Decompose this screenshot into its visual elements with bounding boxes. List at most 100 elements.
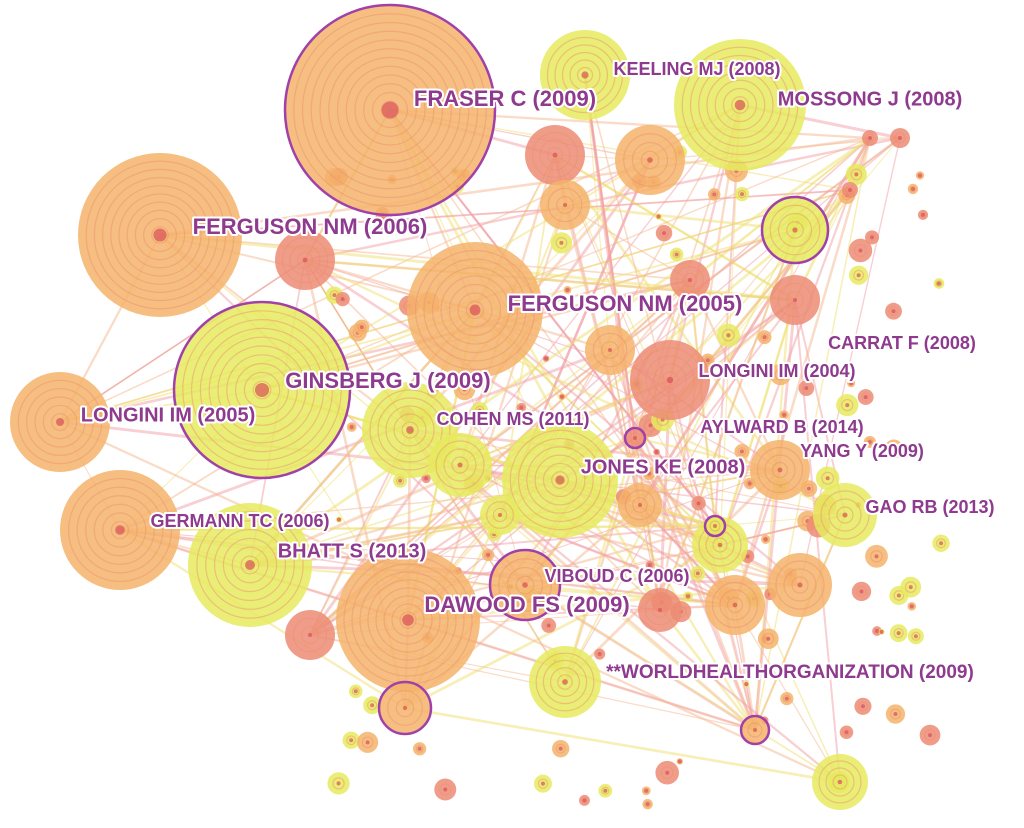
node-core (837, 779, 843, 785)
node-core (859, 589, 864, 594)
node-ring (760, 333, 769, 342)
node-ring (653, 363, 687, 397)
node-core (648, 423, 653, 428)
node-ring (240, 555, 260, 575)
node-core (424, 476, 429, 481)
node-ring (348, 423, 355, 431)
node-ring (506, 566, 544, 604)
edge (404, 706, 841, 784)
edge (261, 137, 871, 391)
node-ring (208, 336, 316, 444)
node-core (349, 738, 354, 743)
node-ring (42, 404, 78, 440)
node-ring (661, 371, 679, 389)
edge (563, 437, 637, 683)
node-ring (301, 626, 319, 644)
node-ring (395, 698, 415, 718)
edge (304, 258, 796, 302)
node-core (726, 333, 731, 338)
node-ring (226, 354, 298, 426)
node-ring (706, 71, 774, 139)
node-core (739, 449, 744, 454)
node-core (844, 730, 849, 735)
node-ring (698, 63, 782, 147)
node-core (353, 689, 358, 694)
node-core (559, 240, 564, 245)
node-ring (936, 538, 946, 549)
node-ring (709, 520, 721, 532)
node-ring (387, 690, 423, 726)
node-core (645, 802, 650, 807)
node-ring (631, 141, 669, 179)
node-ring (296, 251, 314, 269)
node-core (498, 513, 502, 517)
node-core (677, 759, 682, 764)
node-ring (498, 558, 552, 612)
node-ring (85, 160, 235, 310)
node-ring (549, 666, 580, 697)
node-ring (596, 650, 604, 658)
node-ring (547, 187, 583, 223)
edge (524, 584, 841, 783)
node-core (349, 425, 354, 430)
node-ring (518, 404, 525, 411)
node-ring (118, 193, 202, 277)
node-core (398, 478, 403, 483)
node-core (666, 376, 674, 384)
node-ring (351, 687, 360, 696)
node-core (153, 228, 167, 242)
node-ring (235, 363, 290, 418)
node-ring (747, 722, 763, 738)
node-ring (919, 211, 927, 219)
node-ring (694, 499, 703, 508)
node-core (777, 467, 783, 473)
node-core (845, 403, 850, 408)
node-core (558, 746, 563, 751)
node-core (917, 173, 922, 178)
node-label: YANG Y (2009) (800, 441, 924, 461)
node-core (849, 381, 854, 386)
node-ring (737, 447, 747, 456)
node-core (868, 136, 872, 140)
edge (608, 349, 757, 731)
node-label: DAWOOD FS (2009) (424, 592, 629, 617)
node-core (909, 604, 914, 609)
node-ring (515, 575, 535, 595)
node-core (734, 99, 746, 111)
node-ring (252, 380, 272, 400)
node-core (745, 554, 750, 559)
node-core (56, 418, 64, 426)
node-ring (689, 54, 791, 156)
edge (794, 299, 841, 783)
node-ring (484, 551, 492, 559)
node-ring (870, 550, 883, 563)
node-core (688, 278, 692, 282)
node-ring (93, 503, 147, 557)
node-core (654, 450, 659, 455)
node-ring (213, 528, 287, 602)
node-core (936, 281, 941, 286)
node-core (336, 517, 341, 522)
node-core (928, 733, 933, 738)
node-ring (509, 429, 611, 531)
node-ring (836, 506, 854, 524)
node-ring (410, 223, 418, 232)
node-ring (393, 413, 427, 447)
node-core (879, 629, 884, 634)
node-ring (205, 520, 295, 610)
node-ring (338, 294, 347, 304)
node-core (732, 602, 738, 608)
node-ring (67, 477, 173, 583)
node-ring (820, 490, 870, 540)
node-core (115, 525, 125, 535)
node-ring (561, 51, 609, 99)
node-ring (385, 405, 435, 455)
node-ring (909, 185, 917, 193)
node-ring (935, 280, 943, 287)
node-ring (26, 388, 94, 456)
node-ring (102, 512, 138, 548)
edge (554, 154, 796, 301)
node-ring (592, 332, 628, 368)
node-core (891, 309, 896, 314)
node-ring (537, 778, 549, 789)
